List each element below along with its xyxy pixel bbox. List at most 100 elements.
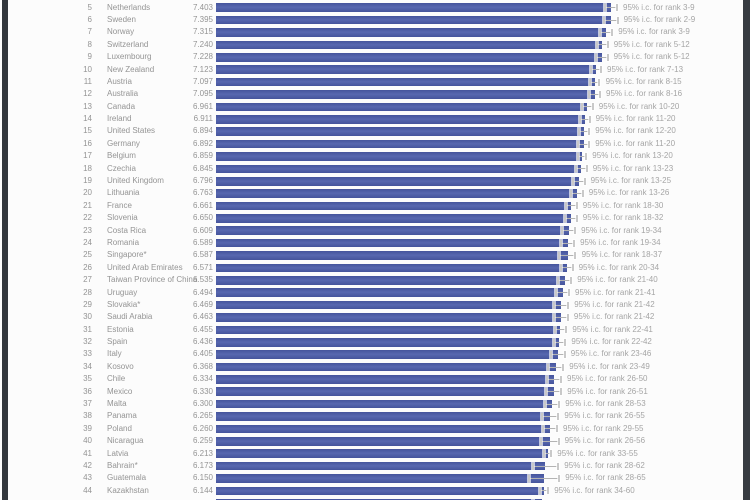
- whisker-left-cap: [581, 103, 583, 111]
- score-bar[interactable]: [216, 300, 562, 310]
- score-bar[interactable]: [216, 77, 595, 87]
- whisker-left-cap: [599, 29, 602, 37]
- score-bar[interactable]: [216, 238, 568, 248]
- confidence-whisker: [561, 227, 577, 235]
- whisker-line: [571, 180, 586, 182]
- country-label: Netherlands: [107, 2, 151, 12]
- score-bar[interactable]: [216, 189, 577, 198]
- rank-label: 43: [83, 473, 92, 483]
- score-bar[interactable]: [216, 139, 584, 149]
- score-value: 6.455: [192, 324, 213, 334]
- table-row: 43 Guatemala 6.150 95% i.c. for rank 28-…: [0, 472, 750, 484]
- score-bar[interactable]: [216, 424, 550, 434]
- score-value: 6.661: [192, 200, 213, 210]
- whisker-right-cap: [575, 214, 578, 222]
- rank-label: 31: [83, 324, 92, 334]
- confidence-whisker: [578, 115, 591, 123]
- score-bar[interactable]: [216, 387, 554, 397]
- score-bar[interactable]: [216, 114, 585, 124]
- score-bar[interactable]: [216, 350, 558, 359]
- confidence-whisker: [545, 388, 563, 396]
- table-row: 37 Malta 6.300 95% i.c. for rank 28-53: [0, 398, 750, 410]
- whisker-left-cap: [560, 239, 563, 247]
- table-row: 25 Singapore* 6.587 95% i.c. for rank 18…: [0, 249, 750, 261]
- score-bar[interactable]: [216, 474, 545, 483]
- score-bar[interactable]: [216, 15, 611, 25]
- rank-label: 41: [83, 448, 92, 458]
- country-label: Bahrain*: [107, 460, 138, 470]
- ci-label: 95% i.c. for rank 5-12: [613, 39, 690, 49]
- score-value: 6.571: [192, 262, 213, 272]
- rank-label: 22: [83, 213, 92, 223]
- whisker-line: [594, 56, 609, 58]
- whisker-right-cap: [563, 351, 566, 359]
- score-bar[interactable]: [216, 498, 542, 500]
- score-bar[interactable]: [216, 412, 551, 421]
- score-bar[interactable]: [216, 176, 579, 186]
- whisker-left-cap: [595, 41, 598, 49]
- score-bar[interactable]: [216, 28, 607, 37]
- whisker-line: [578, 118, 591, 120]
- whisker-right-cap: [558, 474, 561, 482]
- score-bar[interactable]: [216, 288, 563, 297]
- score-bar[interactable]: [216, 313, 561, 322]
- score-bar[interactable]: [216, 375, 554, 384]
- confidence-whisker: [538, 487, 550, 495]
- whisker-left-cap: [528, 474, 531, 482]
- whisker-left-cap: [569, 190, 572, 198]
- score-bar[interactable]: [216, 263, 567, 273]
- score-bar[interactable]: [216, 437, 550, 446]
- whisker-line: [574, 168, 588, 170]
- score-bar[interactable]: [216, 276, 565, 285]
- whisker-left-cap: [559, 264, 562, 272]
- rank-label: 18: [83, 163, 92, 173]
- whisker-right-cap: [557, 437, 560, 445]
- ci-label: 95% i.c. for rank 5-12: [613, 52, 690, 62]
- table-row: 8 Switzerland 7.240 95% i.c. for rank 5-…: [0, 39, 750, 51]
- score-bar[interactable]: [216, 152, 582, 161]
- score-bar[interactable]: [216, 40, 603, 50]
- country-label: Poland: [107, 423, 132, 433]
- whisker-line: [599, 32, 614, 34]
- score-bar[interactable]: [216, 65, 597, 75]
- score-bar[interactable]: [216, 201, 572, 211]
- whisker-line: [563, 217, 578, 219]
- ci-label: 95% i.c. for rank 28-65: [565, 473, 646, 483]
- score-value: 6.535: [192, 275, 213, 285]
- ci-label: 95% i.c. for rank 13-20: [592, 151, 673, 161]
- score-value: 6.265: [192, 411, 213, 421]
- ci-label: 95% i.c. for rank 34-60: [554, 485, 635, 495]
- score-bar[interactable]: [216, 251, 568, 260]
- confidence-whisker: [557, 276, 573, 284]
- table-row: 44 Kazakhstan 6.144 95% i.c. for rank 34…: [0, 485, 750, 497]
- score-bar[interactable]: [216, 486, 544, 496]
- score-value: 6.892: [192, 138, 213, 148]
- whisker-right-cap: [557, 413, 560, 421]
- confidence-whisker: [581, 103, 594, 111]
- whisker-right-cap: [585, 165, 588, 173]
- score-bar[interactable]: [216, 449, 548, 459]
- rank-label: 30: [83, 312, 92, 322]
- score-bar[interactable]: [216, 214, 571, 223]
- country-label: Slovenia: [107, 213, 138, 223]
- score-bar[interactable]: [216, 325, 561, 335]
- table-row: 20 Lithuania 6.763 95% i.c. for rank 13-…: [0, 187, 750, 199]
- table-row: 7 Norway 7.315 95% i.c. for rank 3-9: [0, 26, 750, 38]
- score-bar[interactable]: [216, 337, 560, 347]
- whisker-left-cap: [561, 227, 564, 235]
- score-bar[interactable]: [216, 3, 611, 13]
- ci-label: 95% i.c. for rank 10-20: [598, 101, 680, 111]
- rank-label: 37: [83, 398, 92, 408]
- score-bar[interactable]: [216, 53, 602, 62]
- score-bar[interactable]: [216, 362, 556, 372]
- score-bar[interactable]: [216, 399, 553, 409]
- score-bar[interactable]: [216, 164, 582, 174]
- confidence-whisker: [574, 165, 588, 173]
- ci-label: 95% i.c. for rank 3-9: [618, 27, 690, 37]
- score-bar[interactable]: [216, 226, 569, 236]
- score-bar[interactable]: [216, 127, 584, 136]
- score-bar[interactable]: [216, 102, 588, 112]
- score-bar[interactable]: [216, 90, 595, 99]
- score-bar[interactable]: [216, 461, 546, 471]
- whisker-line: [581, 106, 594, 108]
